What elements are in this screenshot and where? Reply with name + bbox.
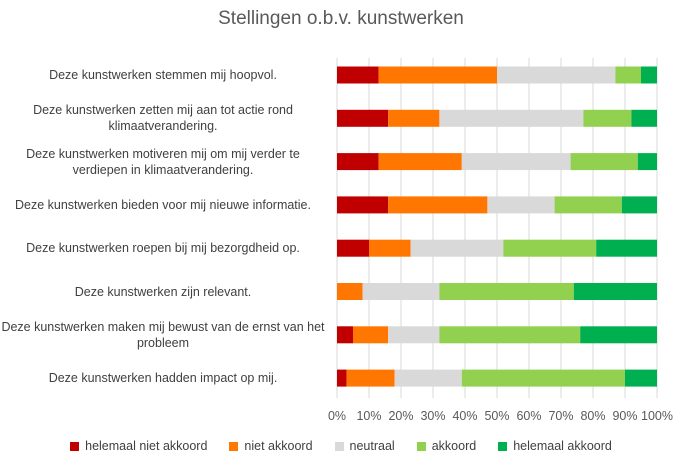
bar-segment bbox=[580, 326, 657, 344]
bar-segment bbox=[388, 196, 488, 214]
bar-segment bbox=[487, 196, 555, 214]
legend-swatch bbox=[229, 441, 239, 451]
bar-segment bbox=[461, 153, 571, 171]
x-tick-label: 60% bbox=[516, 409, 542, 423]
bar-segment bbox=[337, 369, 347, 387]
legend-item: helemaal niet akkoord bbox=[70, 439, 207, 453]
bar-segment bbox=[637, 153, 657, 171]
bar-segment bbox=[461, 369, 625, 387]
category-label: Deze kunstwerken stemmen mij hoopvol. bbox=[49, 68, 277, 82]
legend-label: neutraal bbox=[349, 439, 395, 453]
legend-item: neutraal bbox=[334, 439, 395, 453]
legend-swatch bbox=[498, 441, 508, 451]
category-label: Deze kunstwerken hadden impact op mij. bbox=[48, 371, 278, 386]
legend-swatch bbox=[416, 441, 426, 451]
bar-segment bbox=[439, 283, 574, 300]
bar-segment bbox=[497, 66, 616, 84]
x-tick-label: 0% bbox=[327, 409, 347, 423]
bar-segment bbox=[570, 153, 638, 171]
bar-segment bbox=[625, 369, 657, 387]
category-label: Deze kunstwerken motiveren mij om mij ve… bbox=[26, 146, 300, 177]
bar-segment bbox=[503, 239, 597, 257]
bar-segment bbox=[337, 109, 389, 127]
x-tick-label: 20% bbox=[388, 409, 414, 423]
category-label: Deze kunstwerken zijn relevant. bbox=[74, 284, 252, 299]
bar-segment bbox=[346, 369, 395, 387]
legend-swatch bbox=[70, 441, 80, 451]
bar-segment bbox=[439, 326, 581, 344]
bar-segment bbox=[583, 109, 632, 127]
bar-segment bbox=[621, 196, 657, 214]
x-tick-label: 30% bbox=[420, 409, 446, 423]
legend-label: niet akkoord bbox=[244, 439, 313, 453]
bar-segment bbox=[439, 109, 584, 127]
x-tick-label: 70% bbox=[548, 409, 574, 423]
bar-segment bbox=[554, 196, 622, 214]
bar-segment bbox=[615, 66, 641, 84]
x-tick-label: 40% bbox=[452, 409, 478, 423]
category-label: Deze kunstwerken bieden voor mij nieuwe … bbox=[15, 197, 311, 212]
legend: helemaal niet akkoord niet akkoord neutraa… bbox=[0, 439, 682, 453]
x-tick-label: 80% bbox=[580, 409, 606, 423]
bar-segment bbox=[362, 283, 440, 300]
x-tick-label: 90% bbox=[612, 409, 638, 423]
legend-swatch bbox=[334, 441, 344, 451]
legend-label: helemaal akkoord bbox=[513, 439, 612, 453]
category-label: Deze kunstwerken zetten mij aan tot acti… bbox=[33, 103, 293, 134]
legend-item: niet akkoord bbox=[229, 439, 313, 453]
bar-segment bbox=[337, 283, 363, 300]
legend-item: helemaal akkoord bbox=[498, 439, 612, 453]
bar-segment bbox=[337, 66, 379, 84]
bar-segment bbox=[337, 153, 379, 171]
legend-label: helemaal niet akkoord bbox=[85, 439, 208, 453]
category-label: Deze kunstwerken maken mij bewust van de… bbox=[1, 319, 325, 350]
x-tick-label: 50% bbox=[484, 409, 510, 423]
bar-segment bbox=[337, 239, 369, 257]
bar-segment bbox=[596, 239, 657, 257]
bar-segment bbox=[337, 196, 389, 214]
chart-title: Stellingen o.b.v. kunstwerken bbox=[218, 8, 464, 29]
bar-segment bbox=[573, 283, 657, 300]
category-label: Deze kunstwerken roepen bij mij bezorgdh… bbox=[26, 241, 300, 256]
bar-segment bbox=[394, 369, 462, 387]
bar-segment bbox=[378, 66, 497, 84]
x-tick-label: 100% bbox=[641, 409, 673, 423]
legend-item: akkoord bbox=[416, 439, 477, 453]
bar-segment bbox=[631, 109, 657, 127]
bar-segment bbox=[369, 239, 411, 257]
bar-segment bbox=[641, 66, 657, 84]
bar-segment bbox=[353, 326, 389, 344]
bar-segment bbox=[337, 326, 353, 344]
bar-segment bbox=[378, 153, 462, 171]
bar-segment bbox=[388, 109, 440, 127]
bar-segment bbox=[388, 326, 440, 344]
x-tick-label: 10% bbox=[356, 409, 382, 423]
bar-segment bbox=[410, 239, 504, 257]
legend-label: akkoord bbox=[431, 439, 477, 453]
